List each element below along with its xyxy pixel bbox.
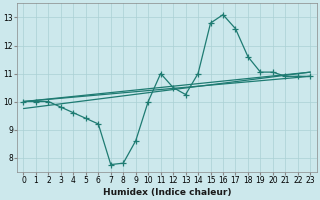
X-axis label: Humidex (Indice chaleur): Humidex (Indice chaleur): [103, 188, 231, 197]
